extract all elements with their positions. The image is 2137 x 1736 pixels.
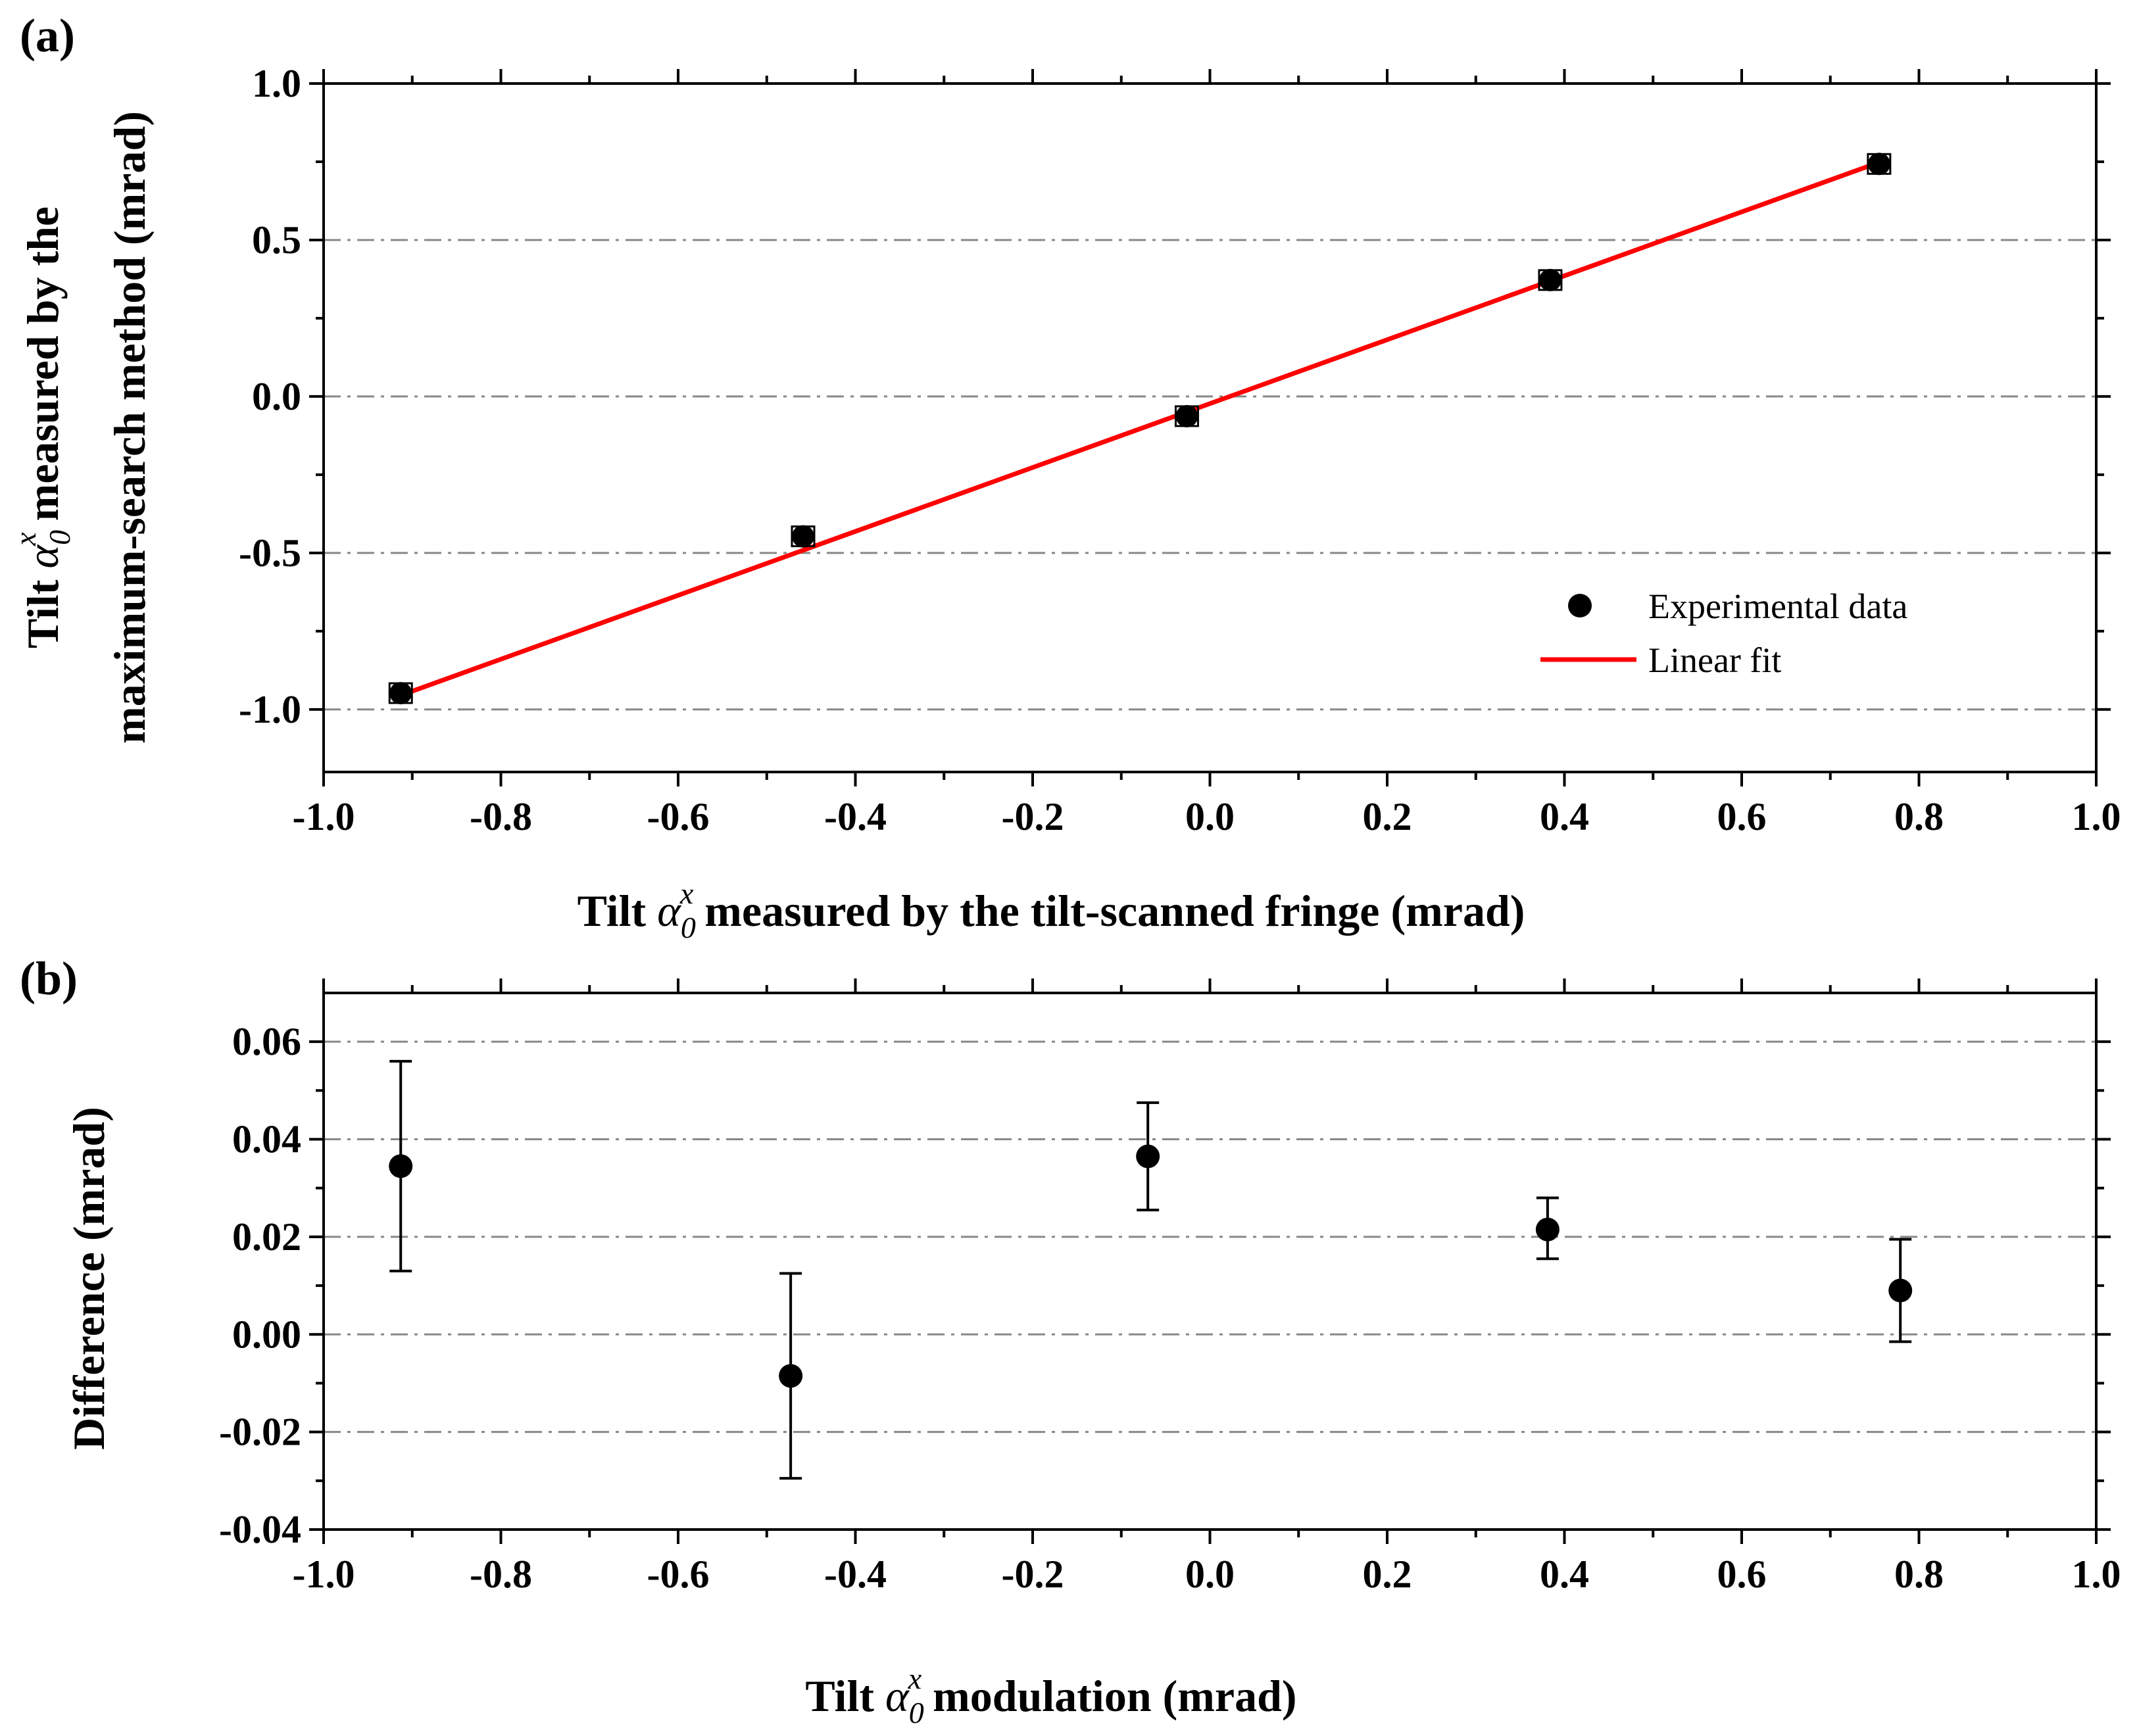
x-tick-label: -0.8	[470, 1553, 532, 1596]
legend-marker-experimental	[1568, 594, 1592, 617]
legend: Experimental data Linear fit	[1540, 587, 1907, 680]
y-tick-label: -0.02	[219, 1410, 301, 1454]
y-tick-label: -1.0	[239, 688, 301, 731]
data-point	[1867, 153, 1890, 176]
x-tick-label: -0.6	[647, 795, 710, 838]
x-tick-label: -0.4	[824, 1553, 887, 1596]
data-point	[1888, 1278, 1913, 1303]
data-point	[1175, 404, 1198, 427]
x-tick-label: -0.2	[1002, 1553, 1064, 1596]
x-tick-label: -0.2	[1002, 795, 1064, 838]
x-tick-label: 0.4	[1540, 795, 1589, 838]
panel-label-b: (b)	[20, 952, 78, 1005]
x-tick-label: 0.8	[1894, 795, 1944, 838]
y-tick-label: -0.04	[219, 1508, 301, 1551]
panel-a-x-axis-title: Tilt α0x measured by the tilt-scanned fr…	[577, 877, 1525, 944]
y-tick-label: 1.0	[252, 62, 301, 105]
data-point	[1136, 1144, 1160, 1169]
x-tick-label: -1.0	[293, 1553, 355, 1596]
y-tick-label: 0.02	[232, 1215, 301, 1259]
data-point	[791, 525, 814, 548]
panel-b-plot: -1.0 -0.8 -0.6 -0.4 -0.2 0.0 0.2 0.4 0.6 0.8 1.0 -0…	[219, 978, 2121, 1596]
panel-label-a: (a)	[20, 9, 75, 62]
y-tick-label: 0.0	[252, 375, 301, 418]
data-point	[1535, 1217, 1560, 1242]
x-tick-label: 0.2	[1363, 1553, 1412, 1596]
x-tick-label: 1.0	[2072, 1553, 2121, 1596]
plot-frame	[322, 992, 2098, 1531]
x-tick-label: -1.0	[293, 795, 355, 838]
legend-label-fit: Linear fit	[1648, 640, 1781, 680]
x-tick-label: 0.6	[1717, 795, 1767, 838]
x-tick-label: 0.0	[1185, 795, 1235, 838]
panel-a-y-axis-title: Tilt α0x measured by the maximum-search …	[9, 111, 155, 744]
svg-text:Difference (mrad): Difference (mrad)	[64, 1107, 114, 1450]
panel-a-plot: -1.0 -0.8 -0.6 -0.4 -0.2 0.0 0.2 0.4 0.6 0.8 1.0 -1…	[239, 62, 2121, 838]
x-tick-label: 0.0	[1185, 1553, 1235, 1596]
panel-b-x-axis-title: Tilt α0x modulation (mrad)	[805, 1662, 1296, 1729]
data-point	[1538, 268, 1561, 291]
y-tick-label: 0.04	[232, 1118, 301, 1161]
svg-text:Tilt α0x measured by the: Tilt α0x measured by the	[9, 206, 76, 648]
x-tick-label: -0.4	[824, 795, 887, 838]
x-tick-label: 1.0	[2072, 795, 2121, 838]
legend-label-experimental: Experimental data	[1648, 587, 1907, 626]
y-tick-label: 0.00	[232, 1313, 301, 1356]
y-tick-label: 0.06	[232, 1020, 301, 1063]
data-point	[389, 682, 412, 705]
svg-text:maximum-search method (mrad): maximum-search method (mrad)	[105, 111, 155, 744]
x-tick-label: 0.2	[1363, 795, 1412, 838]
y-tick-label: -0.5	[239, 531, 301, 575]
x-tick-label: 0.8	[1894, 1553, 1944, 1596]
data-point	[779, 1364, 803, 1388]
x-tick-label: -0.8	[470, 795, 532, 838]
plot-frame	[322, 82, 2098, 773]
x-tick-label: -0.6	[647, 1553, 710, 1596]
y-tick-label: 0.5	[252, 218, 301, 262]
linear-fit-line	[400, 160, 1880, 698]
x-tick-label: 0.4	[1540, 1553, 1589, 1596]
data-point	[389, 1154, 413, 1178]
x-tick-label: 0.6	[1717, 1553, 1767, 1596]
panel-b-y-axis-title: Difference (mrad)	[64, 1107, 114, 1450]
